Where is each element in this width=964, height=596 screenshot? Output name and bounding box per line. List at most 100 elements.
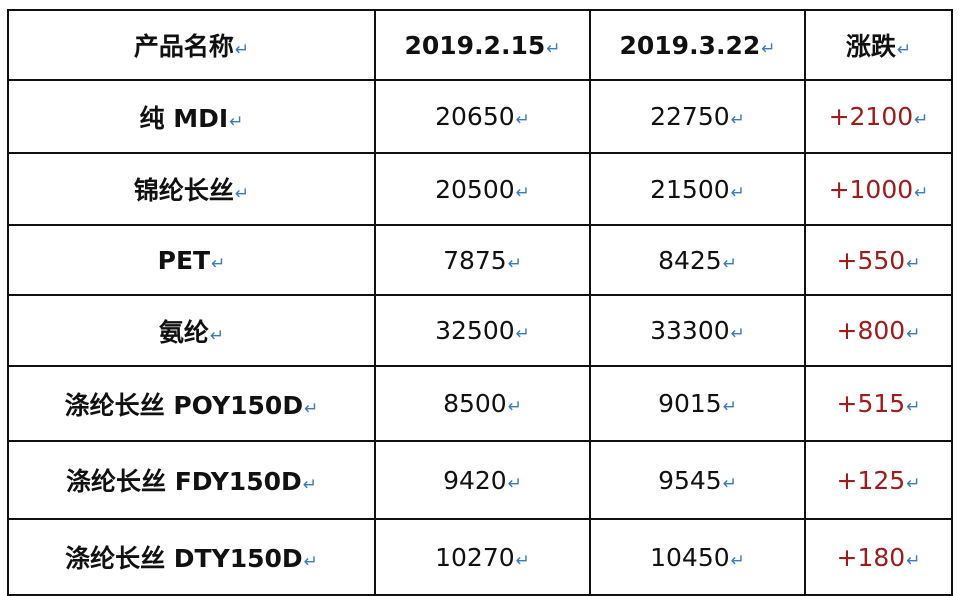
cell-text: +125 — [836, 465, 906, 495]
return-icon: ↵ — [302, 475, 317, 495]
return-icon: ↵ — [906, 253, 921, 274]
header-name: 产品名称↵ — [7, 9, 376, 81]
cell-v2: 21500↵ — [589, 152, 806, 226]
cell-text: +180 — [836, 542, 906, 572]
return-icon: ↵ — [896, 40, 912, 60]
cell-name: 涤纶长丝 POY150D↵ — [7, 365, 376, 442]
cell-text: 10270 — [435, 542, 515, 572]
return-icon: ↵ — [209, 325, 225, 346]
cell-text: 涤纶长丝 POY150D — [64, 390, 304, 420]
header-row: 产品名称↵ 2019.2.15↵ 2019.3.22↵ 涨跌↵ — [7, 9, 953, 81]
cell-text: 氨纶 — [158, 317, 209, 347]
return-icon: ↵ — [234, 40, 250, 60]
return-icon: ↵ — [515, 182, 530, 203]
cell-v2: 9545↵ — [589, 440, 806, 520]
cell-text: 22750 — [650, 102, 730, 131]
cell-text: 33300 — [650, 316, 730, 345]
return-icon: ↵ — [730, 550, 745, 571]
cell-v1: 20500↵ — [374, 152, 591, 226]
cell-v2: 8425↵ — [589, 224, 806, 296]
return-icon: ↵ — [515, 110, 530, 130]
cell-text: 9420 — [443, 465, 507, 495]
cell-v1: 7875↵ — [374, 224, 591, 296]
cell-v1: 32500↵ — [374, 294, 591, 367]
header-date2-text: 2019.3.22 — [619, 30, 761, 60]
cell-v2: 10450↵ — [589, 518, 806, 596]
cell-text: 8425 — [658, 245, 722, 275]
return-icon: ↵ — [914, 110, 929, 130]
return-icon: ↵ — [722, 253, 737, 274]
cell-name: PET↵ — [7, 224, 376, 296]
return-icon: ↵ — [722, 473, 737, 494]
header-date1: 2019.2.15↵ — [374, 9, 591, 81]
cell-name: 锦纶长丝↵ — [7, 152, 376, 226]
return-icon: ↵ — [906, 473, 921, 494]
return-icon: ↵ — [507, 253, 522, 274]
cell-v1: 10270↵ — [374, 518, 591, 596]
table-row: 涤纶长丝 POY150D↵ 8500↵ 9015↵ +515↵ — [7, 365, 953, 442]
cell-text: 32500 — [435, 316, 515, 345]
cell-change: +800↵ — [804, 294, 953, 367]
header-change: 涨跌↵ — [804, 9, 953, 81]
cell-change: +180↵ — [804, 518, 953, 596]
return-icon: ↵ — [515, 324, 530, 344]
cell-text: 锦纶长丝 — [133, 176, 234, 205]
cell-v2: 33300↵ — [589, 294, 806, 367]
header-date2: 2019.3.22↵ — [589, 9, 806, 81]
cell-change: +550↵ — [804, 224, 953, 296]
cell-text: 8500 — [443, 389, 507, 418]
return-icon: ↵ — [914, 182, 929, 203]
return-icon: ↵ — [546, 38, 561, 59]
return-icon: ↵ — [304, 398, 319, 419]
table-row: 纯 MDI↵ 20650↵ 22750↵ +2100↵ — [7, 79, 953, 154]
cell-text: 10450 — [650, 542, 730, 572]
cell-text: +515 — [836, 389, 906, 418]
cell-text: 21500 — [650, 174, 730, 204]
return-icon: ↵ — [906, 324, 921, 344]
cell-text: 20500 — [435, 174, 515, 204]
cell-v1: 9420↵ — [374, 440, 591, 520]
header-change-text: 涨跌 — [845, 32, 896, 61]
cell-change: +515↵ — [804, 365, 953, 442]
cell-name: 纯 MDI↵ — [7, 79, 376, 154]
cell-v1: 20650↵ — [374, 79, 591, 154]
return-icon: ↵ — [515, 550, 530, 571]
cell-text: 涤纶长丝 DTY150D — [65, 544, 303, 573]
return-icon: ↵ — [906, 550, 921, 571]
return-icon: ↵ — [303, 552, 318, 572]
return-icon: ↵ — [761, 38, 776, 59]
cell-text: PET — [157, 245, 211, 275]
return-icon: ↵ — [507, 397, 522, 417]
cell-change: +125↵ — [804, 440, 953, 520]
table-row: 锦纶长丝↵ 20500↵ 21500↵ +1000↵ — [7, 152, 953, 226]
return-icon: ↵ — [906, 397, 921, 417]
cell-change: +1000↵ — [804, 152, 953, 226]
cell-v1: 8500↵ — [374, 365, 591, 442]
return-icon: ↵ — [211, 253, 226, 274]
header-name-text: 产品名称 — [133, 32, 234, 61]
cell-text: 7875 — [443, 245, 507, 275]
cell-text: +2100 — [828, 102, 914, 131]
table-row: 涤纶长丝 FDY150D↵ 9420↵ 9545↵ +125↵ — [7, 440, 953, 520]
cell-text: +1000 — [828, 174, 914, 204]
cell-text: 纯 MDI — [139, 103, 229, 133]
cell-text: 涤纶长丝 FDY150D — [65, 467, 302, 496]
cell-name: 涤纶长丝 FDY150D↵ — [7, 440, 376, 520]
cell-v2: 9015↵ — [589, 365, 806, 442]
header-date1-text: 2019.2.15 — [404, 30, 546, 60]
cell-text: +550 — [836, 245, 906, 275]
cell-v2: 22750↵ — [589, 79, 806, 154]
return-icon: ↵ — [507, 473, 522, 494]
cell-text: 9545 — [658, 465, 722, 495]
return-icon: ↵ — [722, 397, 737, 417]
table-row: 涤纶长丝 DTY150D↵ 10270↵ 10450↵ +180↵ — [7, 518, 953, 596]
return-icon: ↵ — [234, 184, 250, 204]
cell-name: 涤纶长丝 DTY150D↵ — [7, 518, 376, 596]
return-icon: ↵ — [730, 110, 745, 130]
cell-text: 20650 — [435, 102, 515, 131]
cell-change: +2100↵ — [804, 79, 953, 154]
table-row: PET↵ 7875↵ 8425↵ +550↵ — [7, 224, 953, 296]
return-icon: ↵ — [730, 324, 745, 344]
cell-name: 氨纶↵ — [7, 294, 376, 367]
price-table: 产品名称↵ 2019.2.15↵ 2019.3.22↵ 涨跌↵ 纯 MDI↵ 20… — [7, 9, 953, 596]
